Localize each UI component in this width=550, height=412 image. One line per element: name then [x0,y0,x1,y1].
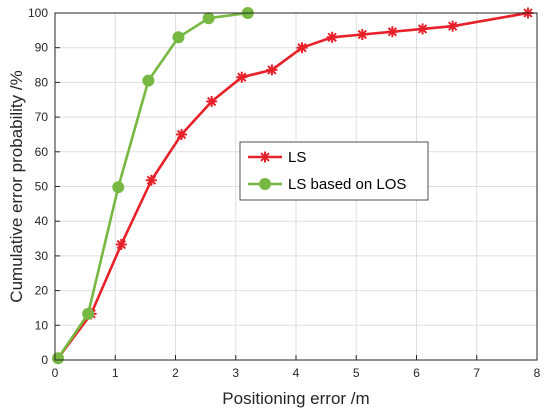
data-point [236,71,248,83]
x-tick-label: 7 [473,366,480,380]
y-tick-label: 100 [28,6,48,20]
y-axis-label: Cumulative error probability /% [7,70,26,302]
x-tick-label: 1 [112,366,119,380]
data-point [52,352,65,365]
legend: LS LS based on LOS [239,141,429,201]
data-point [112,181,125,194]
x-tick-label: 2 [172,366,179,380]
x-tick-label: 5 [353,366,360,380]
y-tick-label: 70 [35,110,49,124]
x-tick-label: 6 [413,366,420,380]
data-point [176,128,188,140]
y-tick-label: 40 [35,214,49,228]
data-point [142,74,155,87]
x-tick-label: 0 [52,366,59,380]
legend-marker [259,178,271,190]
y-tick-label: 30 [35,249,49,263]
legend-box [239,141,429,201]
y-tick-label: 20 [35,284,49,298]
data-point [417,23,429,35]
y-tick-label: 90 [35,41,49,55]
plot-frame [54,12,538,361]
data-point [326,31,338,43]
data-point [202,12,215,25]
x-tick-label: 8 [534,366,541,380]
y-tick-label: 50 [35,180,49,194]
legend-label: LS [288,149,306,166]
y-tick-label: 60 [35,145,49,159]
data-point [206,95,218,107]
grid-lines [54,12,538,361]
legend-label: LS based on LOS [288,176,406,193]
x-tick-label: 3 [232,366,239,380]
data-point [386,26,398,38]
legend-marker [259,151,271,163]
y-tick-label: 80 [35,75,49,89]
x-tick-label: 4 [293,366,300,380]
data-point [172,31,185,44]
data-point [145,174,157,186]
data-point [266,64,278,76]
data-point [356,29,368,41]
legend-item: LS [248,149,306,166]
legend-item: LS based on LOS [248,176,406,193]
x-axis-label: Positioning error /m [222,389,369,408]
data-point [447,20,459,32]
series-line [56,11,248,359]
data-point [82,307,95,320]
y-tick-label: 10 [35,318,49,332]
series-ls-los [52,7,254,365]
y-tick-label: 0 [41,353,48,367]
data-point [296,42,308,54]
data-point [115,238,127,250]
